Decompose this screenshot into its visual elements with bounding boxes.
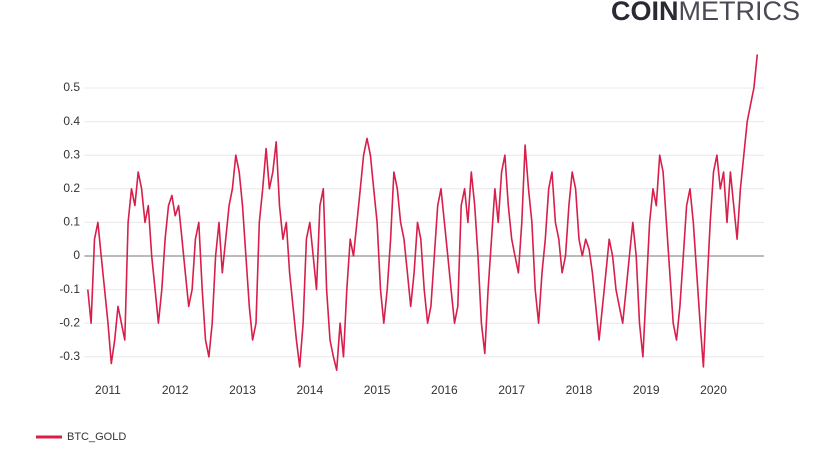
x-tick-label: 2015 [364, 383, 391, 397]
y-tick-label: 0 [73, 248, 80, 262]
y-tick-label: 0.1 [63, 215, 80, 229]
y-tick-label: -0.1 [59, 282, 80, 296]
x-tick-label: 2017 [498, 383, 525, 397]
logo-bold: COIN [611, 0, 679, 26]
x-tick-label: 2018 [566, 383, 593, 397]
logo-light: METRICS [679, 0, 801, 26]
y-tick-label: -0.2 [59, 315, 80, 329]
logo: COINMETRICS [611, 0, 800, 26]
x-tick-label: 2014 [296, 383, 323, 397]
y-tick-label: 0.5 [63, 80, 80, 94]
y-tick-label: 0.2 [63, 181, 80, 195]
x-tick-label: 2019 [633, 383, 660, 397]
x-tick-label: 2012 [162, 383, 189, 397]
x-tick-label: 2013 [229, 383, 256, 397]
y-tick-label: 0.4 [63, 114, 80, 128]
line [87, 54, 759, 371]
y-tick-label: 0.3 [63, 147, 80, 161]
legend-label: BTC_GOLD [67, 431, 126, 443]
x-tick-label: 2020 [700, 383, 727, 397]
y-tick-label: -0.3 [59, 349, 80, 363]
x-tick-label: 2016 [431, 383, 458, 397]
x-tick-label: 2011 [95, 383, 121, 397]
